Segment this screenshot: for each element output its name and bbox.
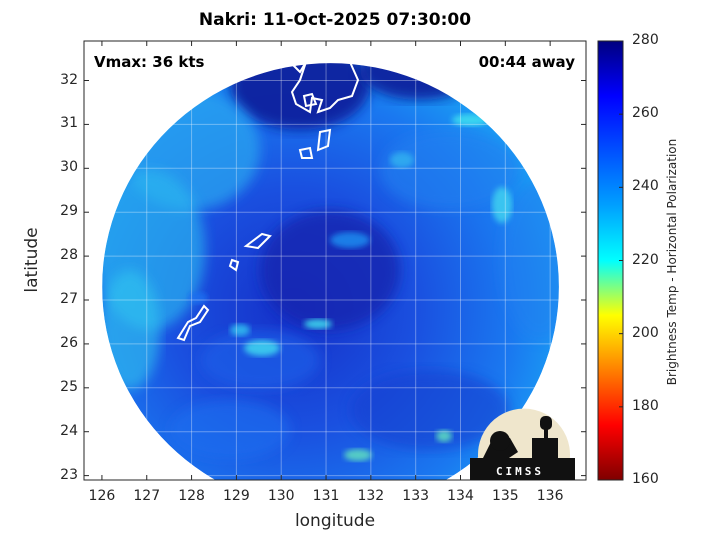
island-outline <box>298 146 314 159</box>
y-tick-label: 32 <box>60 71 78 88</box>
colorbar-tick-label: 240 <box>632 178 659 195</box>
y-tick-label: 23 <box>60 466 78 483</box>
axes-frame <box>83 40 587 481</box>
cloud-cell <box>330 232 370 248</box>
time-away-label: 00:44 away <box>478 53 575 71</box>
x-tick-label: 129 <box>223 488 250 504</box>
island-outline <box>243 232 272 250</box>
colorbar-tick-label: 220 <box>632 251 659 268</box>
x-tick-label: 126 <box>88 488 116 504</box>
y-tick-label: 27 <box>60 291 78 307</box>
y-tick-label: 24 <box>60 422 78 439</box>
cloud-band <box>170 400 290 460</box>
logo-text: CIMSS <box>495 465 545 478</box>
cimss-logo-icon <box>470 408 575 480</box>
x-tick-label: 130 <box>267 488 295 504</box>
cloud-cell <box>492 187 512 223</box>
x-tick-label: 132 <box>357 488 385 504</box>
colorbar-tick-label: 280 <box>632 32 659 48</box>
x-tick-label: 135 <box>491 488 519 504</box>
cloud-band <box>100 270 160 390</box>
y-tick-label: 31 <box>60 115 78 132</box>
cloud-band <box>200 330 320 390</box>
grid-lines <box>84 41 586 480</box>
cloud-cell <box>390 152 414 168</box>
island-outline <box>176 304 210 342</box>
x-tick-label: 136 <box>536 488 564 504</box>
x-tick-label: 133 <box>402 488 430 504</box>
island-outline <box>316 128 332 152</box>
cloud-band <box>350 370 510 450</box>
island-outline <box>302 92 318 108</box>
y-tick-label: 26 <box>60 334 78 351</box>
cloud-cell <box>344 449 372 461</box>
x-tick-label: 127 <box>133 488 161 504</box>
x-axis-label: longitude <box>294 511 376 531</box>
island-outline <box>228 258 240 272</box>
x-tick-label: 134 <box>447 488 474 504</box>
colorbar-tick-label: 200 <box>632 324 659 341</box>
vmax-label: Vmax: 36 kts <box>94 53 205 71</box>
y-tick-label: 28 <box>60 247 78 264</box>
x-tick-label: 131 <box>312 488 340 504</box>
y-tick-label: 30 <box>60 159 78 176</box>
brightness-temp-swath <box>84 41 586 480</box>
map-title: Nakri: 11-Oct-2025 07:30:00 <box>198 10 472 30</box>
colorbar-tick-label: 180 <box>632 397 659 414</box>
cloud-cell <box>436 430 452 442</box>
y-axis-label: latitude <box>22 227 42 293</box>
island-outline <box>292 56 308 74</box>
colorbar-tick-label: 260 <box>632 105 659 122</box>
y-tick-label: 25 <box>60 378 78 395</box>
x-tick-label: 128 <box>178 488 205 504</box>
coastline <box>176 41 362 342</box>
y-tick-label: 29 <box>60 203 78 220</box>
cloud-cell <box>244 340 280 356</box>
cloud-cell <box>304 319 332 329</box>
cloud-cell <box>188 292 208 304</box>
cloud-cell <box>230 324 250 336</box>
colorbar-label: Brightness Temp - Horizontal Polarizatio… <box>665 138 679 386</box>
colorbar-tick-label: 160 <box>632 471 659 487</box>
colorbar-ticks <box>619 40 623 481</box>
colorbar <box>597 40 624 481</box>
cloud-cell <box>452 114 488 126</box>
cloud-band <box>380 130 520 210</box>
